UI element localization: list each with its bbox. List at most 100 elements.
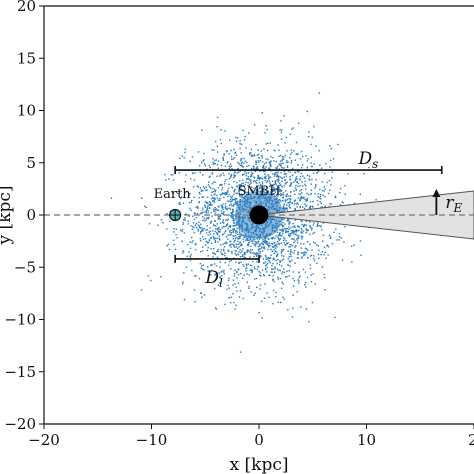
star-point	[274, 173, 276, 176]
star-point	[294, 193, 296, 195]
star-point	[222, 233, 224, 236]
star-point	[202, 216, 204, 218]
star-point	[282, 206, 285, 209]
star-point	[266, 241, 268, 243]
star-point	[227, 238, 229, 240]
star-point	[243, 252, 246, 254]
star-point	[204, 204, 206, 206]
star-point	[209, 227, 211, 229]
star-point	[296, 238, 298, 240]
star-point	[260, 170, 263, 172]
star-point	[259, 248, 261, 250]
star-point	[306, 249, 309, 252]
star-point	[242, 194, 244, 196]
star-point	[197, 207, 199, 210]
star-point	[236, 224, 238, 226]
star-point	[233, 229, 235, 231]
star-point	[232, 237, 234, 240]
star-point	[259, 252, 261, 254]
star-point	[222, 221, 224, 223]
star-point	[216, 256, 219, 258]
star-point	[375, 199, 377, 201]
star-point	[295, 184, 297, 187]
star-point	[306, 160, 309, 162]
star-point	[302, 252, 304, 254]
star-point	[280, 249, 283, 251]
star-point	[256, 286, 258, 288]
star-point	[219, 175, 221, 177]
star-point	[192, 215, 194, 217]
star-point	[235, 286, 237, 288]
star-point	[203, 220, 206, 222]
star-point	[183, 157, 185, 159]
star-point	[263, 170, 265, 173]
star-point	[246, 250, 249, 252]
star-point	[293, 252, 295, 254]
star-point	[221, 227, 223, 229]
star-point	[228, 260, 231, 263]
star-point	[248, 242, 250, 244]
star-point	[232, 228, 234, 231]
star-point	[272, 157, 274, 159]
star-point	[176, 237, 178, 239]
star-point	[169, 220, 171, 222]
star-point	[282, 225, 284, 227]
star-point	[290, 198, 292, 200]
star-point	[298, 226, 301, 228]
star-point	[242, 254, 244, 256]
star-point	[182, 252, 184, 254]
star-point	[202, 264, 204, 266]
star-point	[294, 179, 297, 181]
star-point	[182, 202, 185, 204]
star-point	[260, 187, 263, 189]
star-point	[257, 153, 260, 156]
star-point	[250, 252, 252, 254]
star-point	[272, 268, 274, 270]
star-point	[271, 264, 273, 267]
star-point	[235, 202, 237, 204]
star-point	[183, 196, 185, 199]
star-point	[257, 177, 259, 179]
star-point	[291, 151, 293, 154]
star-point	[233, 301, 235, 304]
star-point	[217, 167, 219, 169]
star-point	[213, 199, 215, 202]
star-point	[330, 184, 332, 186]
star-point	[274, 241, 276, 244]
star-point	[282, 205, 285, 208]
star-point	[211, 204, 213, 206]
star-point	[236, 198, 238, 200]
star-point	[317, 195, 319, 198]
star-point	[283, 203, 286, 206]
star-point	[234, 253, 236, 255]
star-point	[282, 255, 285, 257]
star-point	[288, 218, 290, 221]
star-point	[297, 282, 300, 284]
star-point	[198, 226, 200, 229]
star-point	[318, 197, 321, 199]
star-point	[283, 271, 286, 274]
star-point	[282, 192, 285, 194]
star-point	[236, 271, 238, 273]
star-point	[212, 210, 215, 213]
star-point	[232, 158, 235, 160]
star-point	[220, 210, 223, 212]
star-point	[224, 165, 227, 168]
star-point	[278, 179, 280, 182]
star-point	[251, 189, 253, 191]
star-point	[237, 161, 239, 164]
star-point	[278, 269, 280, 271]
star-point	[308, 178, 310, 180]
star-point	[200, 189, 203, 191]
star-point	[227, 234, 229, 236]
star-point	[324, 188, 326, 190]
star-point	[235, 154, 238, 156]
star-point	[338, 236, 341, 238]
star-point	[197, 230, 199, 232]
star-point	[219, 276, 221, 278]
star-point	[212, 236, 215, 238]
star-point	[249, 237, 251, 240]
star-point	[297, 225, 299, 227]
star-point	[289, 195, 292, 197]
star-point	[250, 240, 252, 242]
